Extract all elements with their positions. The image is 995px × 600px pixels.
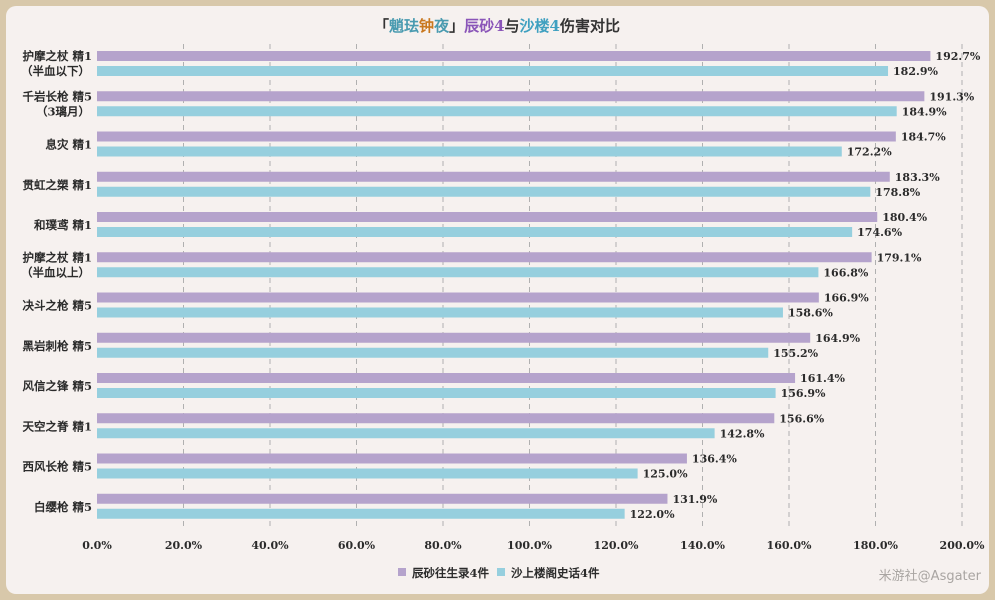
- bar-series1: [97, 332, 811, 343]
- bar-series2: [97, 227, 853, 237]
- labels: 0.0% 20.0% 40.0% 60.0% 80.0% 100.0% 120.0% 140.…: [21, 49, 985, 552]
- bar-series2: [97, 307, 783, 318]
- data-label: 158.6%: [788, 307, 833, 320]
- data-label: 179.1%: [877, 251, 922, 264]
- category-label-line: （3璃月）: [36, 104, 90, 118]
- x-tick-label: 200.0%: [940, 539, 985, 552]
- category-label: 西风长枪 精5: [22, 460, 92, 474]
- x-tick-label: 160.0%: [767, 539, 812, 552]
- chart-title: 「魈珐钟夜」辰砂4与沙楼4伤害对比: [374, 17, 620, 35]
- x-tick-label: 80.0%: [424, 539, 462, 552]
- bar-series1: [97, 171, 890, 182]
- data-label: 125.0%: [643, 468, 688, 481]
- bar-series2: [97, 347, 769, 358]
- data-label: 183.3%: [895, 171, 940, 184]
- data-label: 172.2%: [847, 146, 892, 159]
- data-label: 164.9%: [815, 332, 860, 345]
- category-label: 白缨枪 精5: [34, 500, 92, 514]
- title-part-1: 魈: [389, 17, 404, 35]
- category-label: 风信之锋 精5: [22, 379, 92, 393]
- category-label: 贯虹之槊 精1: [22, 178, 92, 192]
- bar-series2: [97, 267, 819, 278]
- data-label: 182.9%: [893, 65, 938, 78]
- data-label: 155.2%: [773, 347, 818, 360]
- legend-swatch: [497, 568, 505, 576]
- data-label: 142.8%: [720, 427, 765, 440]
- bar-series1: [97, 212, 878, 222]
- title-part-6: 辰砂4: [464, 17, 504, 35]
- title-part-4: 夜: [433, 17, 450, 35]
- bar-series2: [97, 508, 625, 519]
- data-label: 156.6%: [779, 412, 824, 425]
- data-label: 122.0%: [630, 508, 675, 521]
- x-tick-label: 120.0%: [594, 539, 639, 552]
- bar-series2: [97, 428, 715, 439]
- data-label: 174.6%: [857, 226, 902, 239]
- bar-series2: [97, 66, 889, 76]
- legend-label: 沙上楼阁史话4件: [511, 566, 600, 580]
- title-part-0: 「: [374, 17, 389, 35]
- category-label: 千岩长枪 精5 （3璃月）: [22, 89, 92, 118]
- data-label: 136.4%: [692, 453, 737, 466]
- category-label-line: 护摩之杖 精1: [22, 49, 92, 63]
- data-label: 192.7%: [935, 50, 980, 63]
- category-label: 天空之脊 精1: [22, 419, 92, 433]
- legend: 辰砂往生录4件 沙上楼阁史话4件: [398, 566, 600, 580]
- data-label: 178.8%: [875, 186, 920, 199]
- bar-series1: [97, 91, 925, 102]
- bar-series1: [97, 373, 796, 383]
- bar-series1: [97, 131, 896, 142]
- category-label-line: 护摩之杖 精1: [22, 250, 92, 264]
- category-label: 决斗之枪 精5: [22, 299, 92, 313]
- title-part-5: 」: [449, 17, 464, 35]
- title-part-3: 钟: [419, 17, 434, 35]
- x-tick-label: 20.0%: [165, 539, 203, 552]
- bar-series1: [97, 493, 668, 504]
- data-label: 166.9%: [824, 292, 869, 305]
- category-label: 护摩之杖 精1 （半血以上）: [21, 250, 92, 279]
- bar-series1: [97, 252, 872, 263]
- data-label: 131.9%: [672, 493, 717, 506]
- bar-series2: [97, 468, 638, 479]
- legend-swatch: [398, 568, 406, 576]
- x-tick-label: 60.0%: [338, 539, 376, 552]
- data-label: 161.4%: [800, 372, 845, 385]
- title-part-8: 沙楼4: [520, 17, 560, 35]
- bar-series2: [97, 146, 842, 157]
- x-tick-label: 40.0%: [251, 539, 289, 552]
- title-part-7: 与: [505, 17, 520, 35]
- x-tick-label: 140.0%: [680, 539, 725, 552]
- data-label: 180.4%: [882, 211, 927, 224]
- bar-series2: [97, 106, 897, 117]
- chart-frame: 「魈珐钟夜」辰砂4与沙楼4伤害对比 0.0% 20.0% 40.0% 60.0% 80.…: [6, 6, 989, 594]
- category-label-line: 千岩长枪 精5: [22, 89, 92, 103]
- title-part-9: 伤害对比: [559, 17, 620, 35]
- data-label: 166.8%: [823, 266, 868, 279]
- data-label: 184.7%: [901, 131, 946, 144]
- bar-series1: [97, 413, 775, 424]
- category-label: 黑岩刺枪 精5: [22, 339, 92, 353]
- category-label-line: （半血以上）: [21, 265, 90, 279]
- legend-label: 辰砂往生录4件: [412, 566, 490, 580]
- category-label-line: （半血以下）: [21, 64, 90, 78]
- data-label: 184.9%: [902, 105, 947, 118]
- watermark: 米游社@Asgater: [879, 568, 982, 584]
- bar-series2: [97, 388, 776, 398]
- title-part-2: 珐: [404, 17, 419, 35]
- x-tick-label: 0.0%: [82, 539, 112, 552]
- category-label: 息灾 精1: [45, 138, 92, 152]
- category-label: 护摩之杖 精1 （半血以下）: [21, 49, 92, 78]
- bars: [97, 51, 931, 519]
- data-label: 156.9%: [781, 387, 826, 400]
- category-label: 和璞鸢 精1: [34, 218, 92, 232]
- bar-series2: [97, 186, 871, 197]
- x-tick-label: 180.0%: [853, 539, 898, 552]
- x-tick-label: 100.0%: [507, 539, 552, 552]
- data-label: 191.3%: [929, 90, 974, 103]
- bar-series1: [97, 292, 819, 303]
- bar-series1: [97, 453, 687, 464]
- chart: 「魈珐钟夜」辰砂4与沙楼4伤害对比 0.0% 20.0% 40.0% 60.0% 80.…: [21, 17, 985, 584]
- bar-series1: [97, 51, 931, 61]
